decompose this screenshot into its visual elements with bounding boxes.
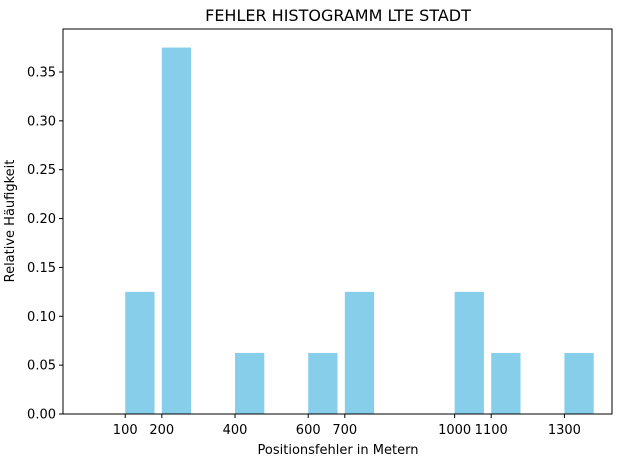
x-tick-label-7: 1300	[548, 423, 581, 438]
x-tick-label-2: 400	[223, 423, 248, 438]
x-tick-label-3: 600	[296, 423, 321, 438]
bar-5	[454, 291, 484, 414]
y-tick-label-0: 0.00	[27, 408, 56, 423]
y-axis-title: Relative Häufigkeit	[3, 160, 18, 283]
x-tick-label-4: 700	[332, 423, 357, 438]
bar-1	[161, 47, 192, 415]
y-tick-label-2: 0.10	[27, 310, 56, 325]
y-tick-label-6: 0.30	[27, 114, 56, 129]
x-tick-label-1: 200	[149, 423, 174, 438]
bars-group	[125, 47, 594, 415]
x-tick-label-0: 100	[113, 423, 138, 438]
bar-6	[491, 352, 521, 414]
x-tick-label-6: 1100	[475, 423, 508, 438]
y-axis: 0.00 0.05 0.10 0.15 0.20 0.25 0.30 0.35	[27, 65, 63, 423]
bar-3	[308, 352, 338, 414]
x-tick-label-5: 1000	[438, 423, 471, 438]
bar-0	[125, 291, 155, 414]
x-axis-title: Positionsfehler in Metern	[258, 443, 419, 458]
plot-frame	[62, 28, 613, 415]
y-tick-label-5: 0.25	[27, 163, 56, 178]
y-tick-label-4: 0.20	[27, 212, 56, 227]
y-tick-label-3: 0.15	[27, 261, 56, 276]
y-tick-label-7: 0.35	[27, 65, 56, 80]
bar-4	[344, 291, 375, 414]
chart-title: FEHLER HISTOGRAMM LTE STADT	[205, 6, 471, 25]
bar-7	[564, 352, 594, 414]
x-axis: 100 200 400 600 700 1000 1100 1300	[113, 414, 581, 438]
bar-2	[235, 352, 265, 414]
y-tick-label-1: 0.05	[27, 359, 56, 374]
